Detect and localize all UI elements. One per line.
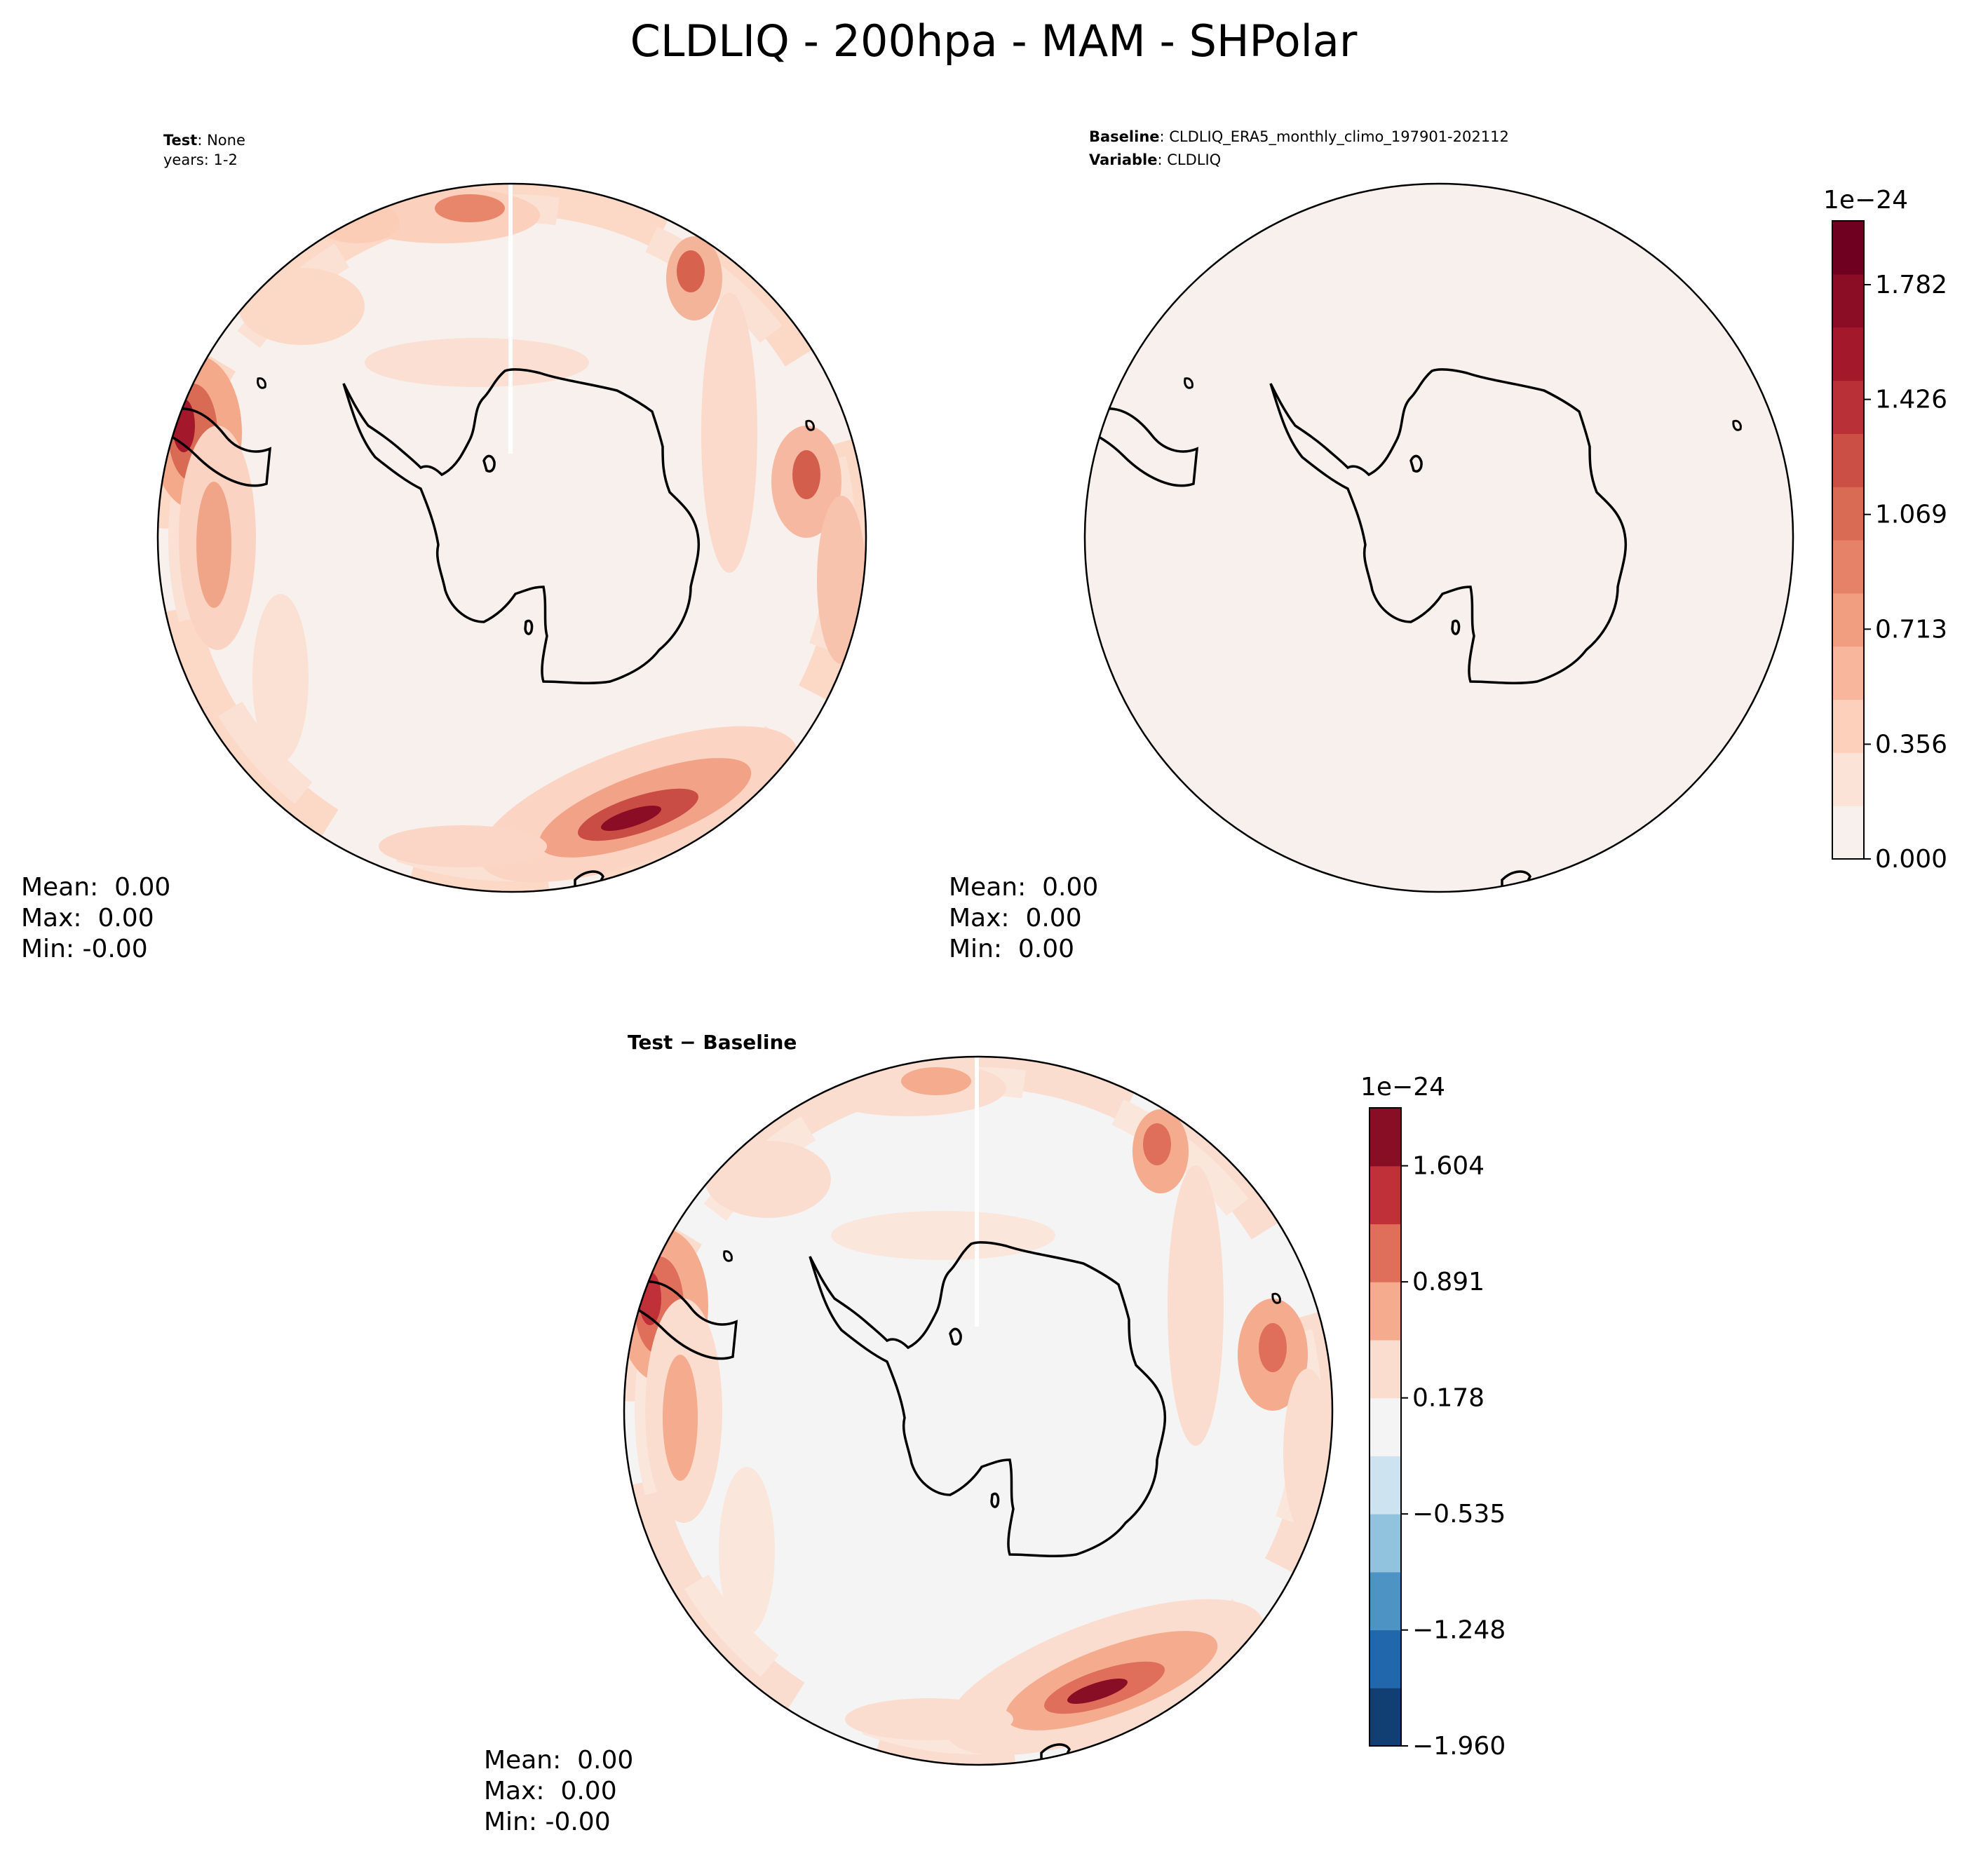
test-contour-map [158,184,866,892]
colorbar-diff-tick-label-3: 0.178 [1412,1384,1485,1413]
colorbar-diff-tick-label-1: −1.248 [1412,1616,1506,1645]
colorbar-diff-exponent: 1e−24 [1360,1073,1445,1102]
panel-diff-stats-max: Max: 0.00 [484,1777,617,1805]
colorbar-diff-level-5 [1370,1397,1401,1456]
colorbar-diff-tick-label-0: −1.960 [1412,1732,1506,1761]
panel-test-stats-min: Min: -0.00 [21,935,148,963]
panel-baseline-stats-min: Min: 0.00 [949,935,1074,963]
figure-title: CLDLIQ - 200hpa - MAM - SHPolar [630,15,1358,67]
test-map-boundary [156,182,867,893]
colorbar-baseline-level-0 [1832,806,1864,860]
colorbar-baseline-level-10 [1832,273,1864,328]
colorbar-diff-level-0 [1370,1688,1401,1747]
colorbar-diff-level-8 [1370,1224,1401,1282]
colorbar-baseline-level-8 [1832,380,1864,434]
baseline-map-boundary [1083,182,1794,893]
colorbar-baseline-tick-label-3: 1.069 [1875,501,1947,529]
colorbar-baseline-exponent: 1e−24 [1823,186,1908,215]
colorbar-diff-level-1 [1370,1630,1401,1688]
panel-test-header-line-2: years: 1-2 [163,151,238,168]
panel-baseline-stats-max: Max: 0.00 [949,904,1082,933]
panel-diff: Test − Baseline [484,1031,1506,1836]
colorbar-baseline-level-6 [1832,487,1864,541]
baseline-contour-map [1085,184,1793,892]
colorbar-diff-level-9 [1370,1165,1401,1225]
colorbar-baseline-frame [1832,220,1865,860]
diff-map-boundary [623,1055,1334,1766]
colorbar-baseline-level-3 [1832,646,1864,700]
colorbar-baseline-level-1 [1832,752,1864,806]
panel-test-stats-max: Max: 0.00 [21,904,154,933]
colorbar-baseline-level-11 [1832,221,1864,275]
colorbar-diff-tick-label-2: −0.535 [1412,1500,1506,1529]
colorbar-baseline: 0.000 0.356 0.713 1.069 1.426 1.782 1e−24 [1823,186,1947,874]
diff-contour-map [624,1057,1332,1765]
colorbar-diff-level-2 [1370,1571,1401,1631]
colorbar-baseline-tick-label-5: 1.782 [1875,271,1947,299]
colorbar-baseline-level-7 [1832,433,1864,487]
colorbar-diff-level-3 [1370,1514,1401,1573]
panel-test: Test: None years: 1-2 [21,132,867,963]
panel-diff-stats-min: Min: -0.00 [484,1808,611,1836]
panel-test-stats-mean: Mean: 0.00 [21,873,170,902]
colorbar-diff-tick-label-5: 1.604 [1412,1152,1485,1181]
colorbar-diff: −1.960 −1.248 −0.535 0.178 0.891 1.604 1e−24 [1360,1073,1506,1761]
colorbar-baseline-level-9 [1832,327,1864,381]
colorbar-diff-level-7 [1370,1282,1401,1341]
colorbar-diff-level-4 [1370,1456,1401,1515]
colorbar-diff-level-6 [1370,1339,1401,1399]
colorbar-diff-level-10 [1370,1108,1401,1167]
colorbar-baseline-level-2 [1832,699,1864,753]
colorbar-diff-frame [1369,1107,1402,1747]
panel-test-header-line-1: Test: None [163,132,245,149]
panel-baseline-header-line-1: Baseline: CLDLIQ_ERA5_monthly_climo_1979… [1089,128,1509,146]
colorbar-baseline-tick-label-0: 0.000 [1875,845,1947,874]
colorbar-baseline-tick-label-4: 1.426 [1875,386,1947,414]
colorbar-baseline-level-5 [1832,540,1864,594]
panel-diff-stats-mean: Mean: 0.00 [484,1746,633,1775]
panel-baseline-stats-mean: Mean: 0.00 [949,873,1098,902]
colorbar-baseline-level-4 [1832,592,1864,647]
colorbar-baseline-tick-label-1: 0.356 [1875,730,1947,759]
panel-diff-header: Test − Baseline [628,1031,797,1054]
panel-baseline-header-line-2: Variable: CLDLIQ [1089,151,1221,168]
panel-baseline: Baseline: CLDLIQ_ERA5_monthly_climo_1979… [949,128,1947,963]
colorbar-baseline-tick-label-2: 0.713 [1875,615,1947,644]
colorbar-diff-tick-label-4: 0.891 [1412,1268,1485,1296]
